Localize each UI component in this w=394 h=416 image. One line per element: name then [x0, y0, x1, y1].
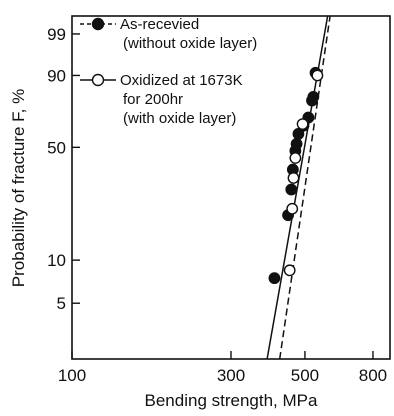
- open-point-series-2: [286, 202, 299, 215]
- y-tick-label: 50: [47, 138, 66, 157]
- filled-point-series-1: [268, 272, 281, 285]
- plot-frame: [71, 15, 391, 360]
- y-tick-label: 5: [57, 294, 66, 313]
- legend: As-recevied (without oxide layer) Oxidized…: [80, 16, 257, 127]
- legend-label-series-2: for 200hr: [123, 91, 183, 108]
- axis-ticks: 100 300 500 800 5 10 50 90 99: [47, 25, 387, 385]
- x-axis-label: Bending strength, MPa: [145, 391, 318, 410]
- x-tick-label: 500: [291, 366, 319, 385]
- open-point-series-2: [287, 172, 300, 184]
- filled-point-series-1: [307, 90, 320, 103]
- open-point-series-2: [296, 118, 309, 130]
- filled-point-series-1: [290, 137, 303, 150]
- fit-line-series-2: [266, 16, 329, 359]
- y-axis-label: Probability of fracture F, %: [9, 89, 28, 287]
- y-tick-label: 10: [47, 251, 66, 270]
- open-point-series-2: [289, 152, 302, 164]
- y-tick-label: 99: [47, 25, 66, 44]
- x-tick-label: 800: [359, 366, 387, 385]
- fit-lines: [266, 16, 331, 359]
- legend-label-series-2: Oxidized at 1673K: [120, 72, 243, 89]
- filled-point-series-1: [285, 183, 298, 196]
- legend-marker-series-1: [91, 17, 105, 31]
- y-tick-label: 90: [47, 66, 66, 85]
- open-point-series-2: [283, 264, 296, 277]
- legend-label-series-1: (without oxide layer): [123, 35, 257, 52]
- x-tick-label: 300: [217, 366, 245, 385]
- legend-marker-series-2: [91, 73, 105, 87]
- legend-label-series-1: As-recevied: [120, 16, 199, 33]
- open-point-series-2: [311, 69, 324, 82]
- x-tick-label: 100: [58, 366, 86, 385]
- data-points: [268, 66, 324, 285]
- legend-label-series-2: (with oxide layer): [123, 110, 236, 127]
